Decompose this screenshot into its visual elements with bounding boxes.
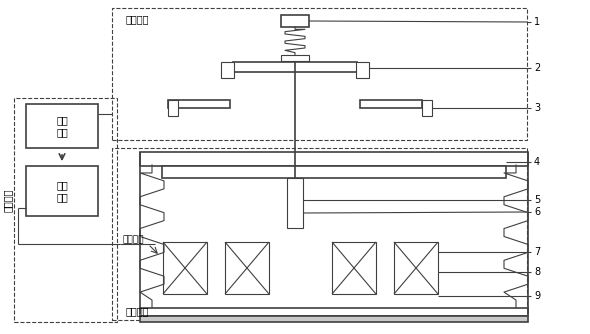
Bar: [287, 178, 303, 228]
Bar: [14, 98, 117, 322]
Bar: [281, 55, 309, 61]
Text: 检测
电流: 检测 电流: [56, 115, 68, 137]
Bar: [112, 148, 527, 320]
Text: 3: 3: [534, 103, 540, 113]
Bar: [162, 166, 506, 178]
Text: 2: 2: [534, 63, 540, 73]
Text: 9: 9: [534, 291, 540, 301]
Bar: [233, 62, 357, 72]
Bar: [394, 242, 438, 294]
Bar: [225, 242, 269, 294]
Text: 7: 7: [534, 247, 540, 257]
Bar: [168, 100, 230, 108]
Bar: [221, 62, 234, 78]
Text: 控制模块: 控制模块: [3, 188, 13, 212]
Bar: [140, 316, 528, 322]
Bar: [281, 15, 309, 27]
Bar: [26, 104, 98, 148]
Bar: [360, 100, 422, 108]
Text: 电流脉冲: 电流脉冲: [122, 235, 143, 244]
Bar: [332, 242, 376, 294]
Bar: [168, 100, 178, 116]
Bar: [422, 100, 432, 116]
Text: 8: 8: [534, 267, 540, 277]
Text: 控制
单元: 控制 单元: [56, 180, 68, 202]
Text: 5: 5: [534, 195, 540, 205]
Text: 1: 1: [534, 17, 540, 27]
Text: 4: 4: [534, 157, 540, 167]
Text: 电磁机构: 电磁机构: [126, 306, 149, 316]
Bar: [140, 308, 528, 316]
Bar: [163, 242, 207, 294]
Text: 触头机构: 触头机构: [126, 14, 149, 24]
Bar: [356, 62, 369, 78]
Bar: [26, 166, 98, 216]
Text: 6: 6: [534, 207, 540, 217]
Bar: [140, 152, 528, 166]
Bar: [112, 8, 527, 140]
